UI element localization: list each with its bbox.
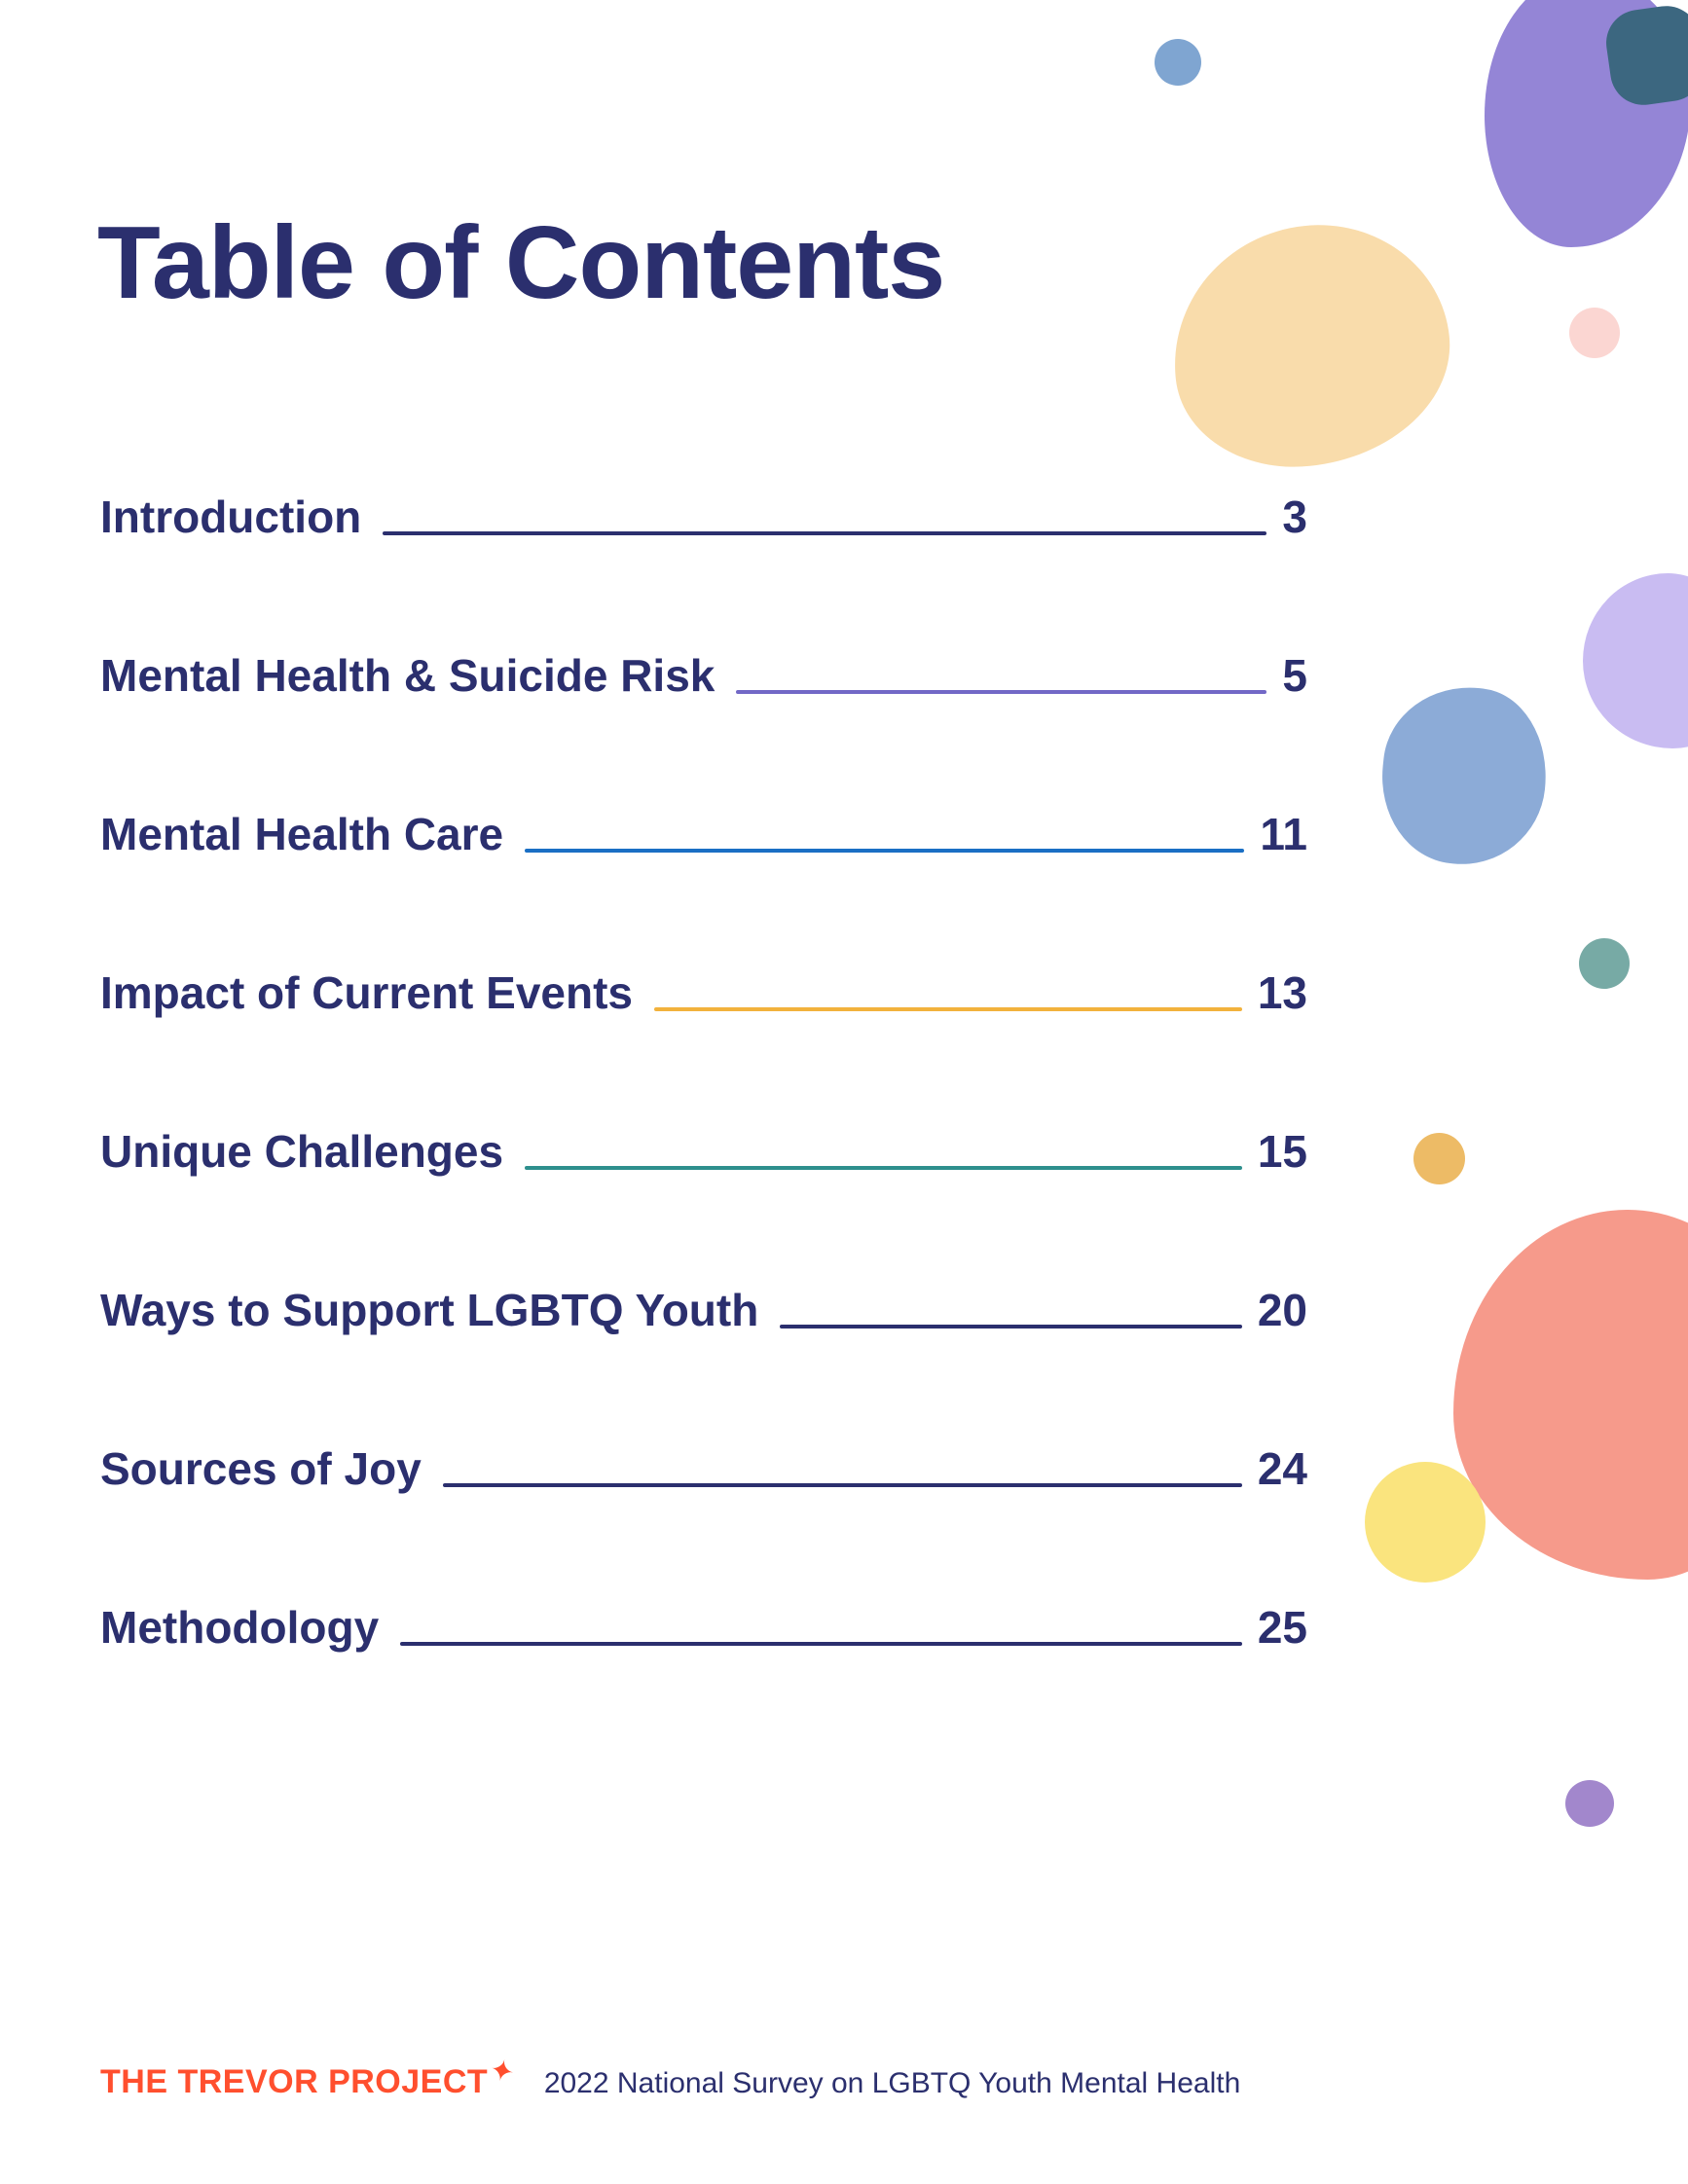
decor-dot-amber bbox=[1413, 1133, 1465, 1184]
toc-entry-label: Unique Challenges bbox=[100, 1126, 504, 1177]
toc-entry[interactable]: Methodology 25 bbox=[100, 1597, 1307, 1657]
decor-dot-blue-top bbox=[1155, 39, 1201, 86]
toc-entry-label: Sources of Joy bbox=[100, 1443, 422, 1494]
decor-dot-teal bbox=[1579, 938, 1630, 989]
toc-entry-label: Introduction bbox=[100, 491, 362, 542]
toc-entry-page: 25 bbox=[1257, 1602, 1307, 1653]
toc-entry-page: 15 bbox=[1257, 1126, 1307, 1177]
toc-entry-page: 13 bbox=[1257, 967, 1307, 1018]
toc-leader-line bbox=[525, 849, 1245, 853]
decor-dot-pink bbox=[1569, 308, 1620, 358]
toc-leader-line bbox=[383, 531, 1267, 535]
footer-caption: 2022 National Survey on LGBTQ Youth Ment… bbox=[543, 2067, 1241, 2099]
toc-entry-page: 11 bbox=[1260, 809, 1307, 859]
toc-entry[interactable]: Mental Health Care 11 bbox=[100, 804, 1307, 864]
toc-entry-label: Mental Health & Suicide Risk bbox=[100, 650, 716, 701]
toc-leader-line bbox=[525, 1166, 1242, 1170]
toc-entry[interactable]: Introduction 3 bbox=[100, 487, 1307, 547]
toc-entry-page: 24 bbox=[1257, 1443, 1307, 1494]
trevor-project-logo-text: THE TREVOR PROJECT bbox=[100, 2063, 489, 2100]
decor-dot-purple-bottom bbox=[1565, 1780, 1614, 1827]
toc-entry-label: Mental Health Care bbox=[100, 809, 504, 859]
toc-entry-page: 20 bbox=[1257, 1285, 1307, 1335]
shooting-star-icon: ✦ bbox=[487, 2053, 518, 2091]
decor-dot-yellow bbox=[1365, 1462, 1486, 1583]
toc-leader-line bbox=[780, 1325, 1242, 1329]
toc-entry[interactable]: Impact of Current Events 13 bbox=[100, 963, 1307, 1023]
toc-leader-line bbox=[400, 1642, 1242, 1646]
page-title: Table of Contents bbox=[97, 205, 945, 320]
toc-entry[interactable]: Sources of Joy 24 bbox=[100, 1438, 1307, 1499]
toc-list: Introduction 3 Mental Health & Suicide R… bbox=[100, 487, 1307, 1657]
toc-leader-line bbox=[442, 1483, 1242, 1487]
toc-entry[interactable]: Mental Health & Suicide Risk 5 bbox=[100, 645, 1307, 706]
toc-entry[interactable]: Unique Challenges 15 bbox=[100, 1121, 1307, 1182]
toc-entry[interactable]: Ways to Support LGBTQ Youth 20 bbox=[100, 1280, 1307, 1340]
toc-entry-page: 3 bbox=[1282, 491, 1307, 542]
trevor-project-logo: THE TREVOR PROJECT✦ bbox=[100, 2054, 518, 2101]
toc-leader-line bbox=[654, 1007, 1242, 1011]
toc-entry-label: Impact of Current Events bbox=[100, 967, 633, 1018]
toc-entry-label: Methodology bbox=[100, 1602, 380, 1653]
toc-entry-label: Ways to Support LGBTQ Youth bbox=[100, 1285, 759, 1335]
toc-entry-page: 5 bbox=[1282, 650, 1307, 701]
footer: THE TREVOR PROJECT✦ 2022 National Survey… bbox=[100, 2054, 1241, 2101]
toc-leader-line bbox=[736, 690, 1267, 694]
